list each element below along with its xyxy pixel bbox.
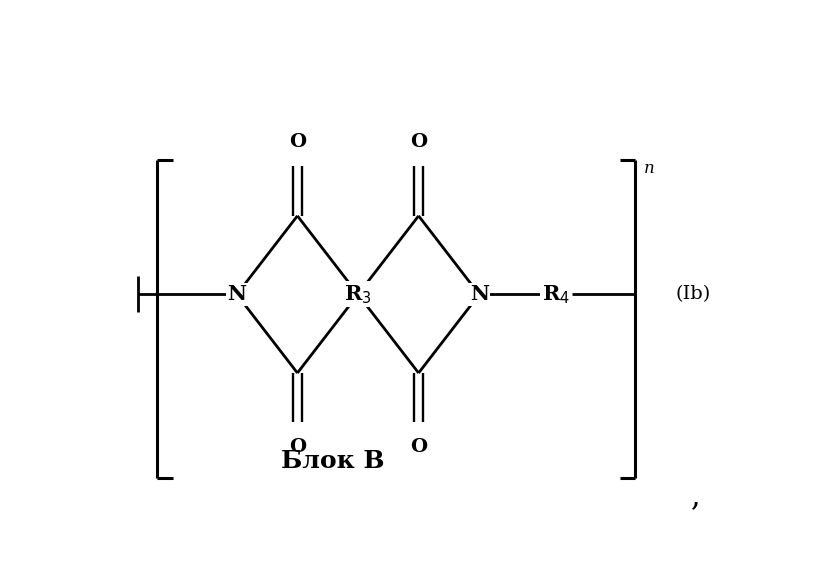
Text: N: N (470, 285, 489, 304)
Text: O: O (289, 133, 306, 151)
Text: (Ib): (Ib) (675, 286, 710, 303)
Text: O: O (410, 438, 427, 456)
Text: O: O (289, 438, 306, 456)
Text: O: O (410, 133, 427, 151)
Text: n: n (644, 160, 654, 177)
Text: R$_4$: R$_4$ (542, 283, 570, 305)
Text: Блок B: Блок B (281, 448, 384, 472)
Text: R$_3$: R$_3$ (344, 283, 372, 305)
Text: N: N (227, 285, 246, 304)
Text: ,: , (691, 481, 701, 512)
